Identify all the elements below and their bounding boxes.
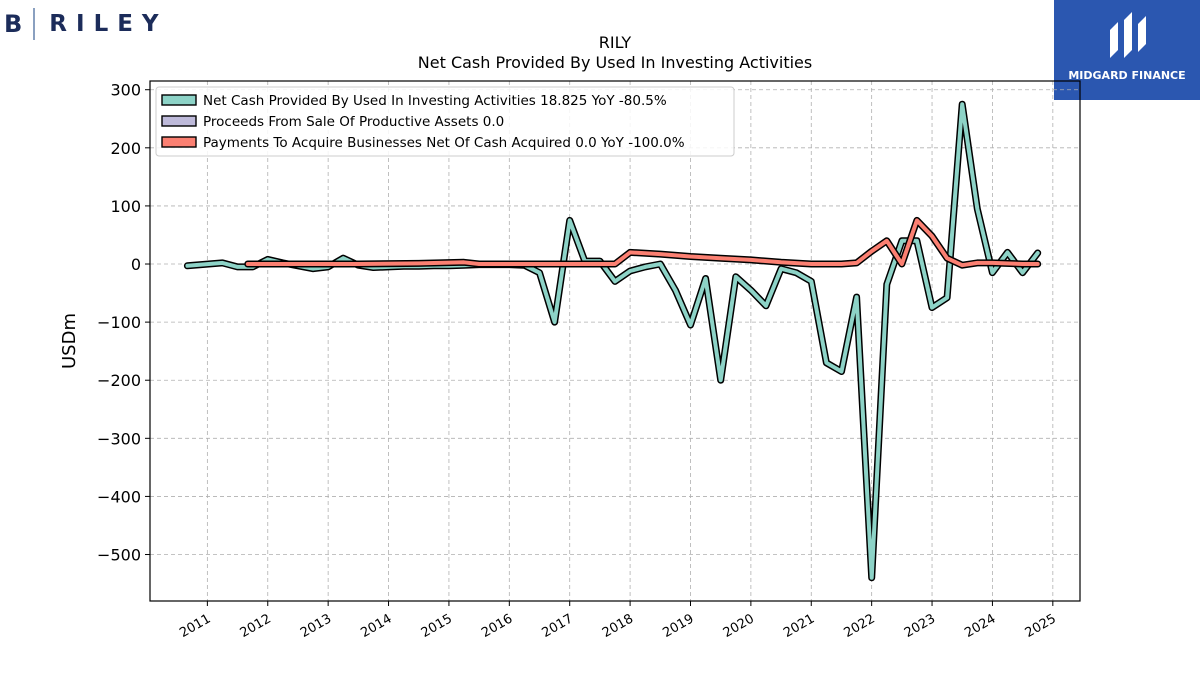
x-tick-label: 2022 (841, 611, 877, 641)
y-tick-label: −400 (97, 487, 141, 506)
x-tick-label: 2025 (1023, 611, 1059, 641)
y-tick-label: 200 (110, 139, 141, 158)
series-line-1 (185, 102, 1040, 580)
x-tick-label: 2011 (177, 611, 213, 641)
x-tick-label: 2019 (660, 611, 696, 641)
plot-frame (149, 80, 1081, 602)
grid (150, 81, 1080, 601)
legend: Net Cash Provided By Used In Investing A… (155, 86, 735, 157)
y-axis-label: USDm (59, 313, 80, 369)
legend-swatch (161, 115, 197, 127)
y-tick-label: −100 (97, 313, 141, 332)
x-tick-label: 2020 (721, 611, 757, 641)
series-layer (183, 100, 1042, 582)
series-line-outline (183, 100, 1042, 582)
x-tick-label: 2012 (238, 611, 274, 641)
x-tick-label: 2013 (298, 611, 334, 641)
x-tick-label: 2017 (540, 611, 576, 641)
brand-logo-divider (33, 8, 36, 40)
brand-logo: B RILEY (4, 6, 168, 42)
partner-logo: MIDGARD FINANCE (1054, 0, 1200, 100)
y-tick-label: −500 (97, 546, 141, 565)
x-tick-label: 2016 (479, 611, 515, 641)
legend-label: Payments To Acquire Businesses Net Of Ca… (203, 135, 685, 151)
brand-logo-name: RILEY (49, 11, 168, 37)
x-tick-label: 2021 (781, 611, 817, 641)
chart-subtitle: Net Cash Provided By Used In Investing A… (418, 53, 812, 72)
brand-logo-letter: B (4, 10, 24, 38)
legend-box (155, 86, 735, 157)
x-tick-label: 2014 (358, 611, 394, 641)
axes: 300 200 100 0 −100 −200 −300 −400 −500 2011 2012 20… (97, 81, 1059, 641)
chart-title: RILY (599, 33, 632, 52)
legend-swatch (161, 94, 197, 106)
legend-label: Proceeds From Sale Of Productive Assets … (203, 114, 504, 130)
y-tick-label: −300 (97, 429, 141, 448)
legend-label: Net Cash Provided By Used In Investing A… (203, 93, 667, 109)
partner-logo-mark (1110, 12, 1146, 58)
y-tick-label: 0 (131, 255, 141, 274)
x-tick-label: 2024 (962, 611, 998, 641)
legend-swatch (161, 136, 197, 148)
y-tick-label: −200 (97, 371, 141, 390)
series-line-3 (245, 218, 1040, 268)
x-tick-label: 2015 (419, 611, 455, 641)
x-tick-label: 2023 (902, 611, 938, 641)
y-tick-label: 300 (110, 81, 141, 100)
x-tick-label: 2018 (600, 611, 636, 641)
y-tick-label: 100 (110, 197, 141, 216)
partner-logo-name: MIDGARD FINANCE (1068, 69, 1186, 82)
